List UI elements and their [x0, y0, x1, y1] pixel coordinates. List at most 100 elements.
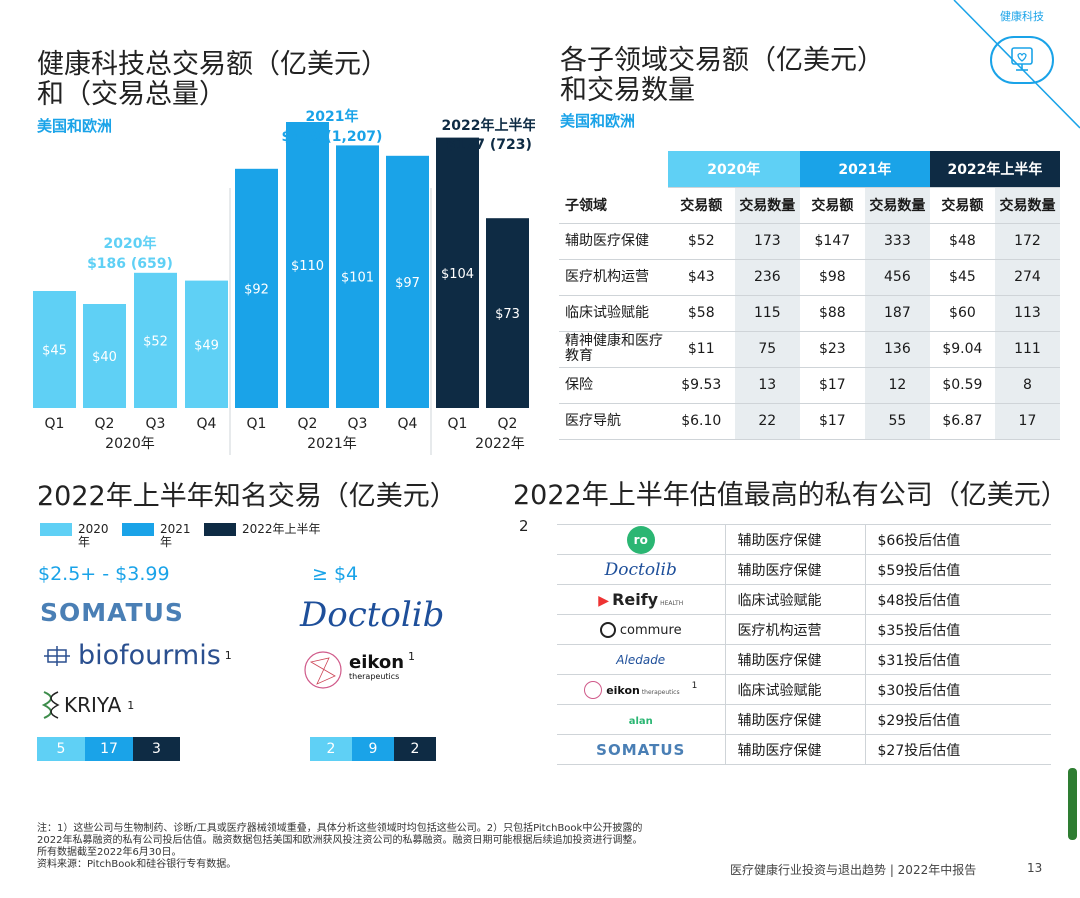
segment-cell: $52	[667, 223, 735, 260]
eikon-icon	[304, 651, 342, 689]
doctolib-logo: Doctolib	[300, 595, 445, 635]
somatus-logo: SOMATUS	[40, 598, 184, 627]
company-logo: ▶ Reify HEALTH	[557, 584, 726, 615]
segment-cell: $98	[799, 259, 865, 296]
x-tick-label: Q2	[498, 416, 518, 432]
bar	[336, 145, 379, 408]
segment-cell: $147	[799, 223, 865, 260]
segment-cell: $45	[929, 259, 995, 296]
company-valuation: $27投后估值	[865, 734, 1051, 765]
segment-name: 辅助医疗保健	[559, 223, 668, 260]
legend-item: 2021年	[122, 523, 191, 549]
bar	[386, 155, 429, 408]
x-tick-label: Q2	[298, 416, 318, 432]
company-valuation: $48投后估值	[865, 584, 1051, 615]
segment-row: 医疗导航 $6.10 22 $17 55 $6.87 17	[559, 403, 1060, 440]
deal-count-bar-left: 5 17 3	[37, 737, 180, 761]
bar	[286, 122, 329, 408]
range-right: ≥ $4	[312, 563, 359, 585]
deals-legend: 2020年 2021年 2022年上半年	[40, 523, 321, 549]
company-sector: 辅助医疗保健	[725, 554, 866, 585]
right-subtitle: 美国和欧洲	[560, 112, 636, 130]
segment-cell: $6.87	[929, 403, 995, 440]
footnotes: 注：1）这些公司与生物制药、诊断/工具或医疗器械领域重叠，具体分析这些领域时均包…	[37, 823, 643, 870]
segment-cell: $88	[799, 295, 865, 332]
legend-swatch	[122, 523, 154, 536]
scroll-indicator[interactable]	[1068, 768, 1077, 840]
company-logo: commure	[557, 614, 726, 645]
company-row: commure 医疗机构运营 $35投后估值	[557, 614, 1051, 645]
segment-cell: $48	[929, 223, 995, 260]
company-logo: Doctolib	[557, 554, 726, 585]
count-2021: 9	[352, 737, 394, 761]
col-header: 交易额	[667, 187, 735, 224]
x-tick-label: Q1	[247, 416, 267, 432]
bar-value-label: $97	[395, 276, 420, 291]
group-summary-title: 2022年上半年	[442, 117, 535, 134]
segment-name: 临床试验赋能	[559, 295, 668, 332]
segment-cell: $6.10	[667, 403, 735, 440]
x-group-label: 2020年	[105, 436, 155, 452]
top-private-title: 2022年上半年估值最高的私有公司（亿美元）2	[513, 480, 1068, 536]
report-name: 医疗健康行业投资与退出趋势 | 2022年中报告	[730, 863, 977, 877]
company-valuation: $29投后估值	[865, 704, 1051, 735]
segment-cell: 12	[864, 367, 930, 404]
segment-cell: $9.53	[667, 367, 735, 404]
count-2020: 2	[310, 737, 352, 761]
bar-value-label: $40	[92, 350, 117, 365]
legend-item: 2020年	[40, 523, 109, 549]
left-title-line1: 健康科技总交易额（亿美元）	[37, 49, 388, 80]
segment-cell: $17	[799, 367, 865, 404]
x-tick-label: Q3	[146, 416, 166, 432]
bar-value-label: $73	[495, 307, 520, 322]
segment-cell: 17	[994, 403, 1060, 440]
year-header-2021: 2021年	[799, 151, 930, 188]
x-tick-label: Q3	[348, 416, 368, 432]
bar	[185, 280, 228, 408]
legend-swatch	[204, 523, 236, 536]
segment-cell: $58	[667, 295, 735, 332]
company-row: eikon therapeutics1 临床试验赋能 $30投后估值	[557, 674, 1051, 705]
count-2020: 5	[37, 737, 85, 761]
company-logo: Aledade	[557, 644, 726, 675]
segment-cell: 173	[734, 223, 800, 260]
col-header: 交易数量	[864, 187, 930, 224]
bar-value-label: $45	[42, 344, 67, 359]
group-summary-title: 2020年	[104, 235, 157, 252]
company-sector: 医疗机构运营	[725, 614, 866, 645]
bar	[235, 168, 278, 408]
segment-name: 精神健康和医疗教育	[559, 331, 668, 368]
company-logo: eikon therapeutics1	[557, 674, 726, 705]
x-group-label: 2021年	[307, 436, 357, 452]
bar	[83, 304, 126, 408]
segment-cell: $23	[799, 331, 865, 368]
logo-subtext: therapeutics	[641, 688, 680, 696]
biofourmis-logo: biofourmis 1	[40, 640, 232, 671]
health-tech-icon	[990, 36, 1054, 84]
eikon-icon	[584, 680, 603, 699]
segment-row: 辅助医疗保健 $52 173 $147 333 $48 172	[559, 223, 1060, 260]
col-header: 交易额	[799, 187, 865, 224]
deal-value-bar-chart: $45 Q1 $40 Q2 $52 Q3 $49 Q4 $92 Q1 $110 Q2 $101 Q3 $97…	[33, 108, 535, 455]
company-row: Doctolib 辅助医疗保健 $59投后估值	[557, 554, 1051, 585]
company-row: ▶ Reify HEALTH 临床试验赋能 $48投后估值	[557, 584, 1051, 615]
bar-value-label: $92	[244, 282, 269, 297]
segment-cell: $9.04	[929, 331, 995, 368]
segment-cell: $11	[667, 331, 735, 368]
company-sector: 临床试验赋能	[725, 584, 866, 615]
segment-cell: 333	[864, 223, 930, 260]
company-valuation: $66投后估值	[865, 524, 1051, 555]
bar-value-label: $104	[441, 267, 474, 282]
count-2022h1: 2	[394, 737, 436, 761]
right-title-line1: 各子领域交易额（亿美元）	[560, 45, 884, 76]
company-valuation: $31投后估值	[865, 644, 1051, 675]
top-private-table: ro 辅助医疗保健 $66投后估值 Doctolib 辅助医疗保健 $59投后估值 ▶ Rei…	[557, 524, 1051, 765]
segment-name: 医疗机构运营	[559, 259, 668, 296]
bar-value-label: $101	[341, 271, 374, 286]
bar-value-label: $110	[291, 259, 324, 274]
company-sector: 临床试验赋能	[725, 674, 866, 705]
segment-cell: 136	[864, 331, 930, 368]
company-valuation: $59投后估值	[865, 554, 1051, 585]
company-row: ro 辅助医疗保健 $66投后估值	[557, 524, 1051, 555]
company-valuation: $30投后估值	[865, 674, 1051, 705]
